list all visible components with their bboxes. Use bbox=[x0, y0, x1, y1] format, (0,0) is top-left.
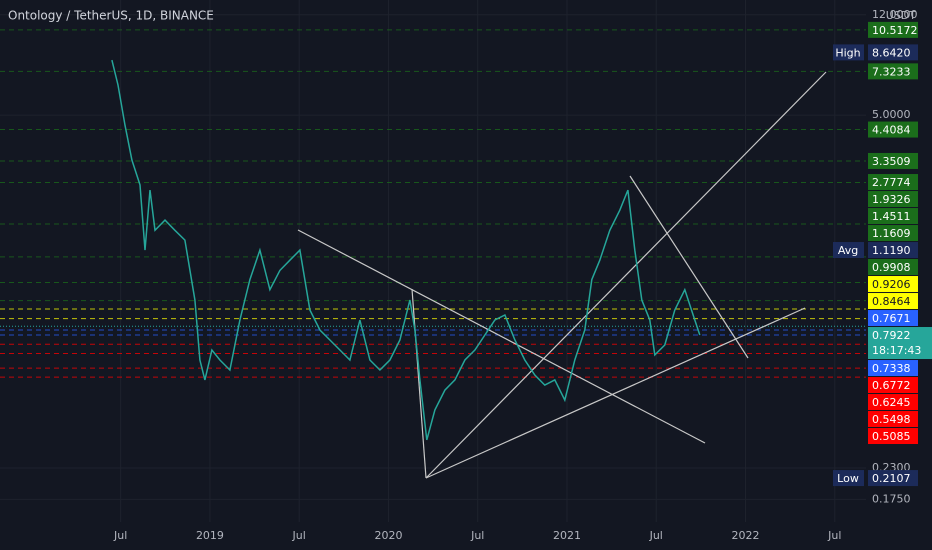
marker-name: High bbox=[835, 46, 860, 59]
level-label-box bbox=[868, 21, 918, 38]
countdown-label: 18:17:43 bbox=[872, 344, 921, 357]
level-label-box bbox=[868, 63, 918, 80]
trend-line bbox=[425, 307, 806, 479]
x-tick-label: 2020 bbox=[374, 529, 402, 542]
level-label-box bbox=[868, 394, 918, 411]
level-label: 1.9326 bbox=[872, 193, 911, 206]
level-label-box bbox=[868, 293, 918, 310]
marker-value-box bbox=[868, 470, 918, 487]
x-tick-label: Jul bbox=[649, 529, 663, 542]
level-label-box bbox=[868, 411, 918, 428]
marker-name: Low bbox=[837, 472, 859, 485]
level-label: 0.6245 bbox=[872, 396, 911, 409]
level-label: 0.5085 bbox=[872, 430, 911, 443]
x-tick-label: Jul bbox=[113, 529, 127, 542]
y-tick-label: 0.1750 bbox=[872, 492, 911, 505]
level-label: 2.7774 bbox=[872, 176, 911, 189]
price-plot bbox=[111, 59, 701, 441]
x-tick-label: 2021 bbox=[553, 529, 581, 542]
price-line bbox=[111, 59, 701, 441]
y-tick-label: 12.0000 bbox=[872, 8, 918, 21]
level-label: 0.9206 bbox=[872, 278, 911, 291]
level-label: 1.1609 bbox=[872, 227, 911, 240]
level-label-box bbox=[868, 191, 918, 208]
x-tick-label: Jul bbox=[827, 529, 841, 542]
x-tick-label: 2019 bbox=[196, 529, 224, 542]
levels bbox=[0, 29, 866, 378]
level-label-box bbox=[868, 428, 918, 445]
level-label: 1.4511 bbox=[872, 210, 911, 223]
level-label: 0.8464 bbox=[872, 295, 911, 308]
level-label-box bbox=[868, 225, 918, 242]
x-tick-label: Jul bbox=[470, 529, 484, 542]
marker-value: 1.1190 bbox=[872, 244, 911, 257]
chart-title: Ontology / TetherUS, 1D, BINANCE bbox=[8, 9, 214, 23]
level-label-box bbox=[868, 152, 918, 169]
axis-unit: USDT bbox=[886, 9, 917, 22]
marker-name-box bbox=[833, 470, 864, 487]
level-label-box bbox=[868, 174, 918, 191]
level-label-box bbox=[868, 360, 918, 377]
level-label: 0.9908 bbox=[872, 261, 911, 274]
level-label: 4.4084 bbox=[872, 124, 911, 137]
x-tick-label: Jul bbox=[292, 529, 306, 542]
trend-line bbox=[629, 175, 749, 359]
level-label-box bbox=[868, 276, 918, 293]
marker-value: 0.2107 bbox=[872, 472, 911, 485]
level-label: 0.7671 bbox=[872, 312, 911, 325]
trend-line bbox=[297, 229, 706, 444]
level-label-box bbox=[868, 377, 918, 394]
level-label: 7.3233 bbox=[872, 65, 911, 78]
level-label: 0.5498 bbox=[872, 413, 911, 426]
level-label: 10.5172 bbox=[872, 24, 918, 37]
marker-name-box bbox=[833, 44, 864, 61]
level-label: 3.3509 bbox=[872, 155, 911, 168]
level-label-box bbox=[868, 259, 918, 276]
trend-line bbox=[425, 71, 827, 479]
marker-name-box bbox=[833, 242, 864, 259]
marker-value-box bbox=[868, 242, 918, 259]
level-label: 0.6772 bbox=[872, 379, 911, 392]
y-tick-label: 5.0000 bbox=[872, 108, 911, 121]
current-price-label: 0.7922 bbox=[872, 329, 911, 342]
current-price-box bbox=[868, 327, 932, 360]
x-tick-label: 2022 bbox=[731, 529, 759, 542]
marker-value-box bbox=[868, 44, 918, 61]
level-label-box bbox=[868, 208, 918, 225]
marker-name: Avg bbox=[838, 244, 858, 257]
marker-value: 8.6420 bbox=[872, 46, 911, 59]
trend-line bbox=[411, 288, 427, 479]
grid bbox=[0, 0, 866, 522]
level-label: 0.7338 bbox=[872, 362, 911, 375]
level-label-box bbox=[868, 121, 918, 138]
level-label-box bbox=[868, 310, 918, 327]
trend-lines bbox=[297, 71, 827, 479]
